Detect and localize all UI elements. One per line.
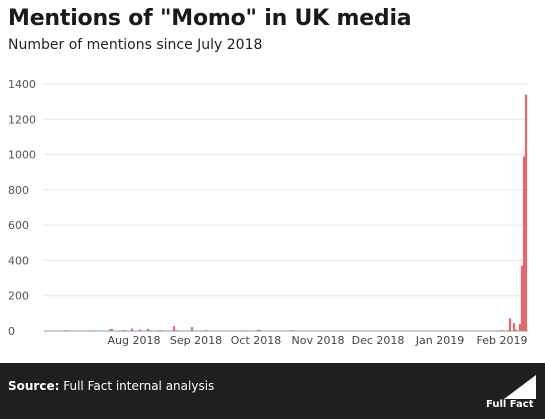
bar — [514, 329, 518, 331]
bar — [138, 329, 142, 331]
source-text: Full Fact internal analysis — [63, 379, 215, 393]
x-tick-label: Aug 2018 — [108, 334, 161, 347]
bar — [174, 329, 178, 331]
bar — [258, 329, 262, 331]
bar — [130, 328, 134, 331]
bar — [110, 328, 114, 331]
x-tick-label: Jan 2019 — [415, 334, 464, 347]
y-tick-label: 600 — [8, 219, 29, 232]
x-tick-label: Oct 2018 — [231, 334, 282, 347]
bar — [524, 94, 528, 331]
bar — [522, 156, 526, 331]
y-tick-label: 800 — [8, 184, 29, 197]
logo-text: Full Fact — [486, 399, 534, 410]
y-axis-labels: 0 200 400 600 800 1000 1200 1400 — [8, 78, 36, 338]
source-note: Source: Full Fact internal analysis — [8, 379, 214, 393]
x-tick-label: Sep 2018 — [170, 334, 222, 347]
bar — [204, 329, 208, 331]
y-tick-label: 400 — [8, 254, 29, 267]
y-tick-label: 1000 — [8, 149, 36, 162]
x-tick-label: Dec 2018 — [352, 334, 405, 347]
full-fact-logo-icon — [504, 375, 536, 399]
bar — [146, 328, 150, 331]
y-tick-label: 200 — [8, 290, 29, 303]
bar — [500, 329, 504, 331]
bar — [508, 318, 512, 331]
x-tick-label: Feb 2019 — [477, 334, 528, 347]
source-label: Source: — [8, 379, 60, 393]
chart-title: Mentions of "Momo" in UK media — [8, 6, 412, 31]
x-tick-label: Nov 2018 — [292, 334, 345, 347]
bar — [520, 265, 524, 331]
y-tick-label: 0 — [8, 325, 15, 338]
y-tick-label: 1400 — [8, 78, 36, 91]
x-axis-labels: Aug 2018 Sep 2018 Oct 2018 Nov 2018 Dec 2018… — [108, 334, 528, 347]
footer-bar: Source: Full Fact internal analysis Full… — [0, 363, 545, 419]
bar — [512, 323, 516, 331]
bar — [108, 329, 112, 331]
chart-subtitle: Number of mentions since July 2018 — [8, 37, 263, 53]
bar — [518, 323, 522, 331]
bar — [256, 329, 260, 331]
y-tick-label: 1200 — [8, 113, 36, 126]
bar — [122, 329, 126, 331]
bar-chart: 0 200 400 600 800 1000 1200 1400 Aug 2018 Sep 20… — [8, 78, 528, 347]
bar — [172, 326, 176, 331]
gridlines — [44, 83, 528, 297]
bar — [190, 327, 194, 331]
full-fact-logo: Full Fact — [486, 375, 538, 415]
